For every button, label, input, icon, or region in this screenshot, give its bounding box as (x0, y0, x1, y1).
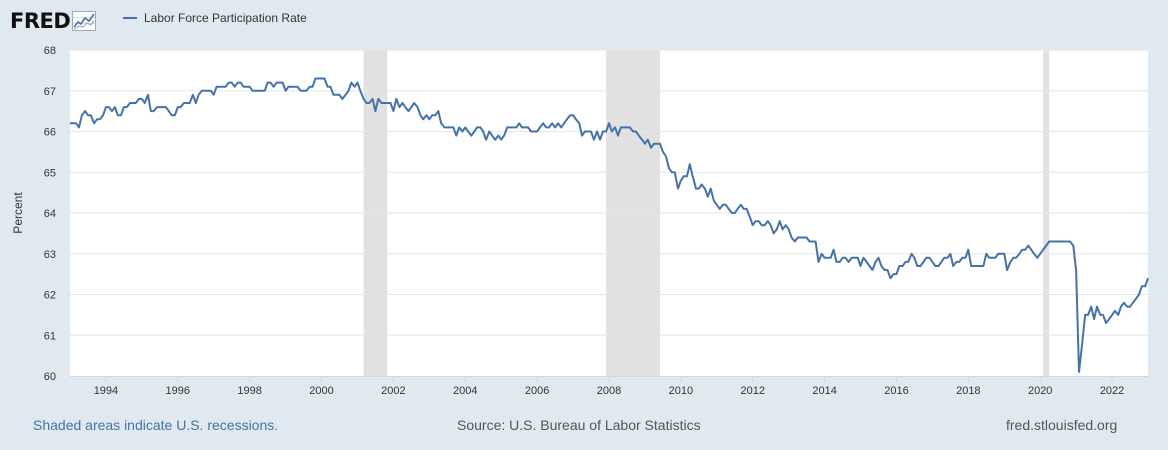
y-tick-label: 62 (44, 290, 56, 302)
x-tick-label: 2004 (453, 385, 477, 397)
legend-label: Labor Force Participation Rate (144, 11, 307, 25)
x-axis: 1994 1996 1998 2000 2002 2004 2006 2008 2010 2012… (70, 376, 1148, 397)
x-tick-label: 2012 (740, 385, 764, 397)
fred-graph-icon (72, 11, 97, 31)
y-axis: 60 61 62 63 64 65 66 67 68 (44, 45, 56, 383)
fred-logo[interactable]: FRED (10, 8, 97, 34)
source-note: Source: U.S. Bureau of Labor Statistics (457, 417, 701, 433)
x-tick-label: 2020 (1028, 385, 1052, 397)
series-layer (70, 77, 1149, 373)
x-tick-label: 2008 (597, 385, 621, 397)
y-tick-label: 63 (44, 249, 56, 261)
y-tick-label: 65 (44, 167, 56, 179)
x-tick-label: 2006 (525, 385, 549, 397)
recession-note[interactable]: Shaded areas indicate U.S. recessions. (33, 417, 279, 433)
fred-logo-text: FRED (10, 9, 71, 33)
x-tick-label: 2022 (1100, 385, 1124, 397)
chart-legend[interactable]: Labor Force Participation Rate (123, 11, 307, 25)
x-tick-label: 2002 (381, 385, 405, 397)
x-tick-label: 2016 (884, 385, 908, 397)
x-tick-label: 2010 (669, 385, 693, 397)
y-tick-label: 68 (44, 45, 56, 57)
y-tick-label: 64 (44, 208, 56, 220)
x-tick-label: 2018 (956, 385, 980, 397)
series-line-0[interactable] (70, 77, 1149, 373)
x-tick-label: 2014 (812, 385, 836, 397)
x-tick-label: 1994 (94, 385, 118, 397)
y-tick-label: 61 (44, 330, 56, 342)
y-tick-label: 67 (44, 86, 56, 98)
line-chart: 60 61 62 63 64 65 66 67 68 1994 1996 1998 2000 2002 2… (11, 45, 1149, 397)
gridlines (70, 49, 1148, 336)
legend-swatch (123, 17, 137, 19)
x-tick-label: 1998 (237, 385, 261, 397)
site-link[interactable]: fred.stlouisfed.org (1006, 417, 1118, 433)
x-tick-label: 1996 (166, 385, 190, 397)
y-tick-label: 66 (44, 127, 56, 139)
y-tick-label: 60 (44, 371, 56, 383)
y-axis-label: Percent (11, 192, 25, 234)
chart-header: FRED Labor Force Participation Rate (0, 0, 1168, 40)
x-tick-label: 2000 (309, 385, 333, 397)
